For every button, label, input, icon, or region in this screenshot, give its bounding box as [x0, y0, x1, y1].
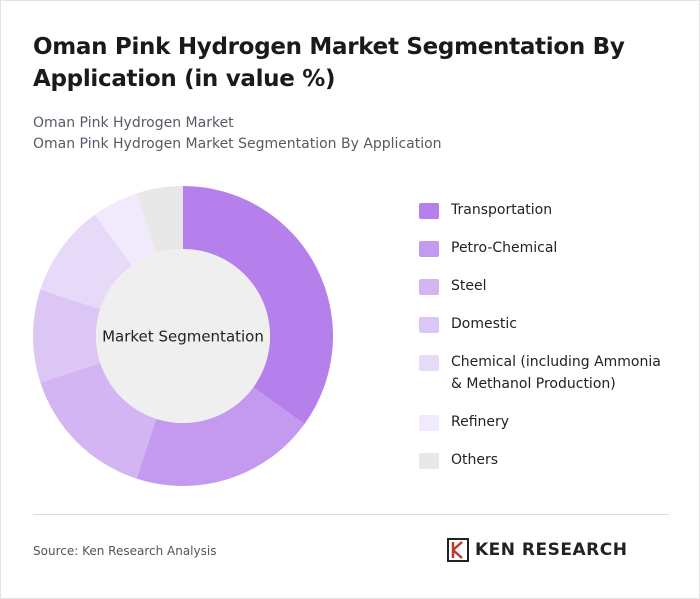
legend-swatch	[419, 453, 439, 469]
legend-label: Refinery	[451, 414, 510, 430]
donut-slice	[40, 214, 132, 310]
legend-swatch	[419, 279, 439, 295]
legend: Transportation Petro-Chemical Steel Domesti…	[419, 199, 669, 487]
center-label: Market Segmentation	[102, 328, 264, 346]
legend-item: Domestic	[419, 313, 669, 335]
legend-swatch	[419, 203, 439, 219]
logo: KEN RESEARCH	[447, 538, 627, 562]
legend-label: Steel	[451, 278, 487, 294]
donut-chart: Market Segmentation	[33, 186, 333, 486]
legend-swatch	[419, 317, 439, 333]
legend-item: Refinery	[419, 411, 669, 433]
donut-hole	[96, 249, 270, 423]
legend-swatch	[419, 415, 439, 431]
legend-item: Petro-Chemical	[419, 237, 669, 259]
chart-title: Oman Pink Hydrogen Market Segmentation B…	[33, 34, 625, 92]
legend-label: Domestic	[451, 316, 517, 332]
legend-label: Chemical (including Ammonia & Methanol P…	[451, 354, 661, 392]
legend-item: Others	[419, 449, 669, 471]
subtitle: Oman Pink Hydrogen Market Segmentation B…	[33, 136, 442, 152]
legend-item: Chemical (including Ammonia & Methanol P…	[419, 351, 669, 395]
donut-slice	[183, 186, 333, 425]
legend-label: Transportation	[451, 202, 553, 218]
subtitle: Oman Pink Hydrogen Market	[33, 115, 234, 131]
donut-slice	[136, 387, 305, 486]
donut-slice	[40, 362, 157, 479]
donut-slice	[136, 186, 183, 254]
logo-icon	[447, 538, 469, 562]
donut-slice	[94, 193, 157, 266]
legend-swatch	[419, 355, 439, 371]
legend-item: Transportation	[419, 199, 669, 221]
logo-text: KEN RESEARCH	[475, 540, 628, 560]
legend-item: Steel	[419, 275, 669, 297]
legend-label: Others	[451, 452, 499, 468]
source: Source: Ken Research Analysis	[33, 544, 217, 558]
divider	[33, 514, 669, 515]
legend-swatch	[419, 241, 439, 257]
legend-label: Petro-Chemical	[451, 240, 558, 256]
donut-slice	[33, 289, 101, 383]
